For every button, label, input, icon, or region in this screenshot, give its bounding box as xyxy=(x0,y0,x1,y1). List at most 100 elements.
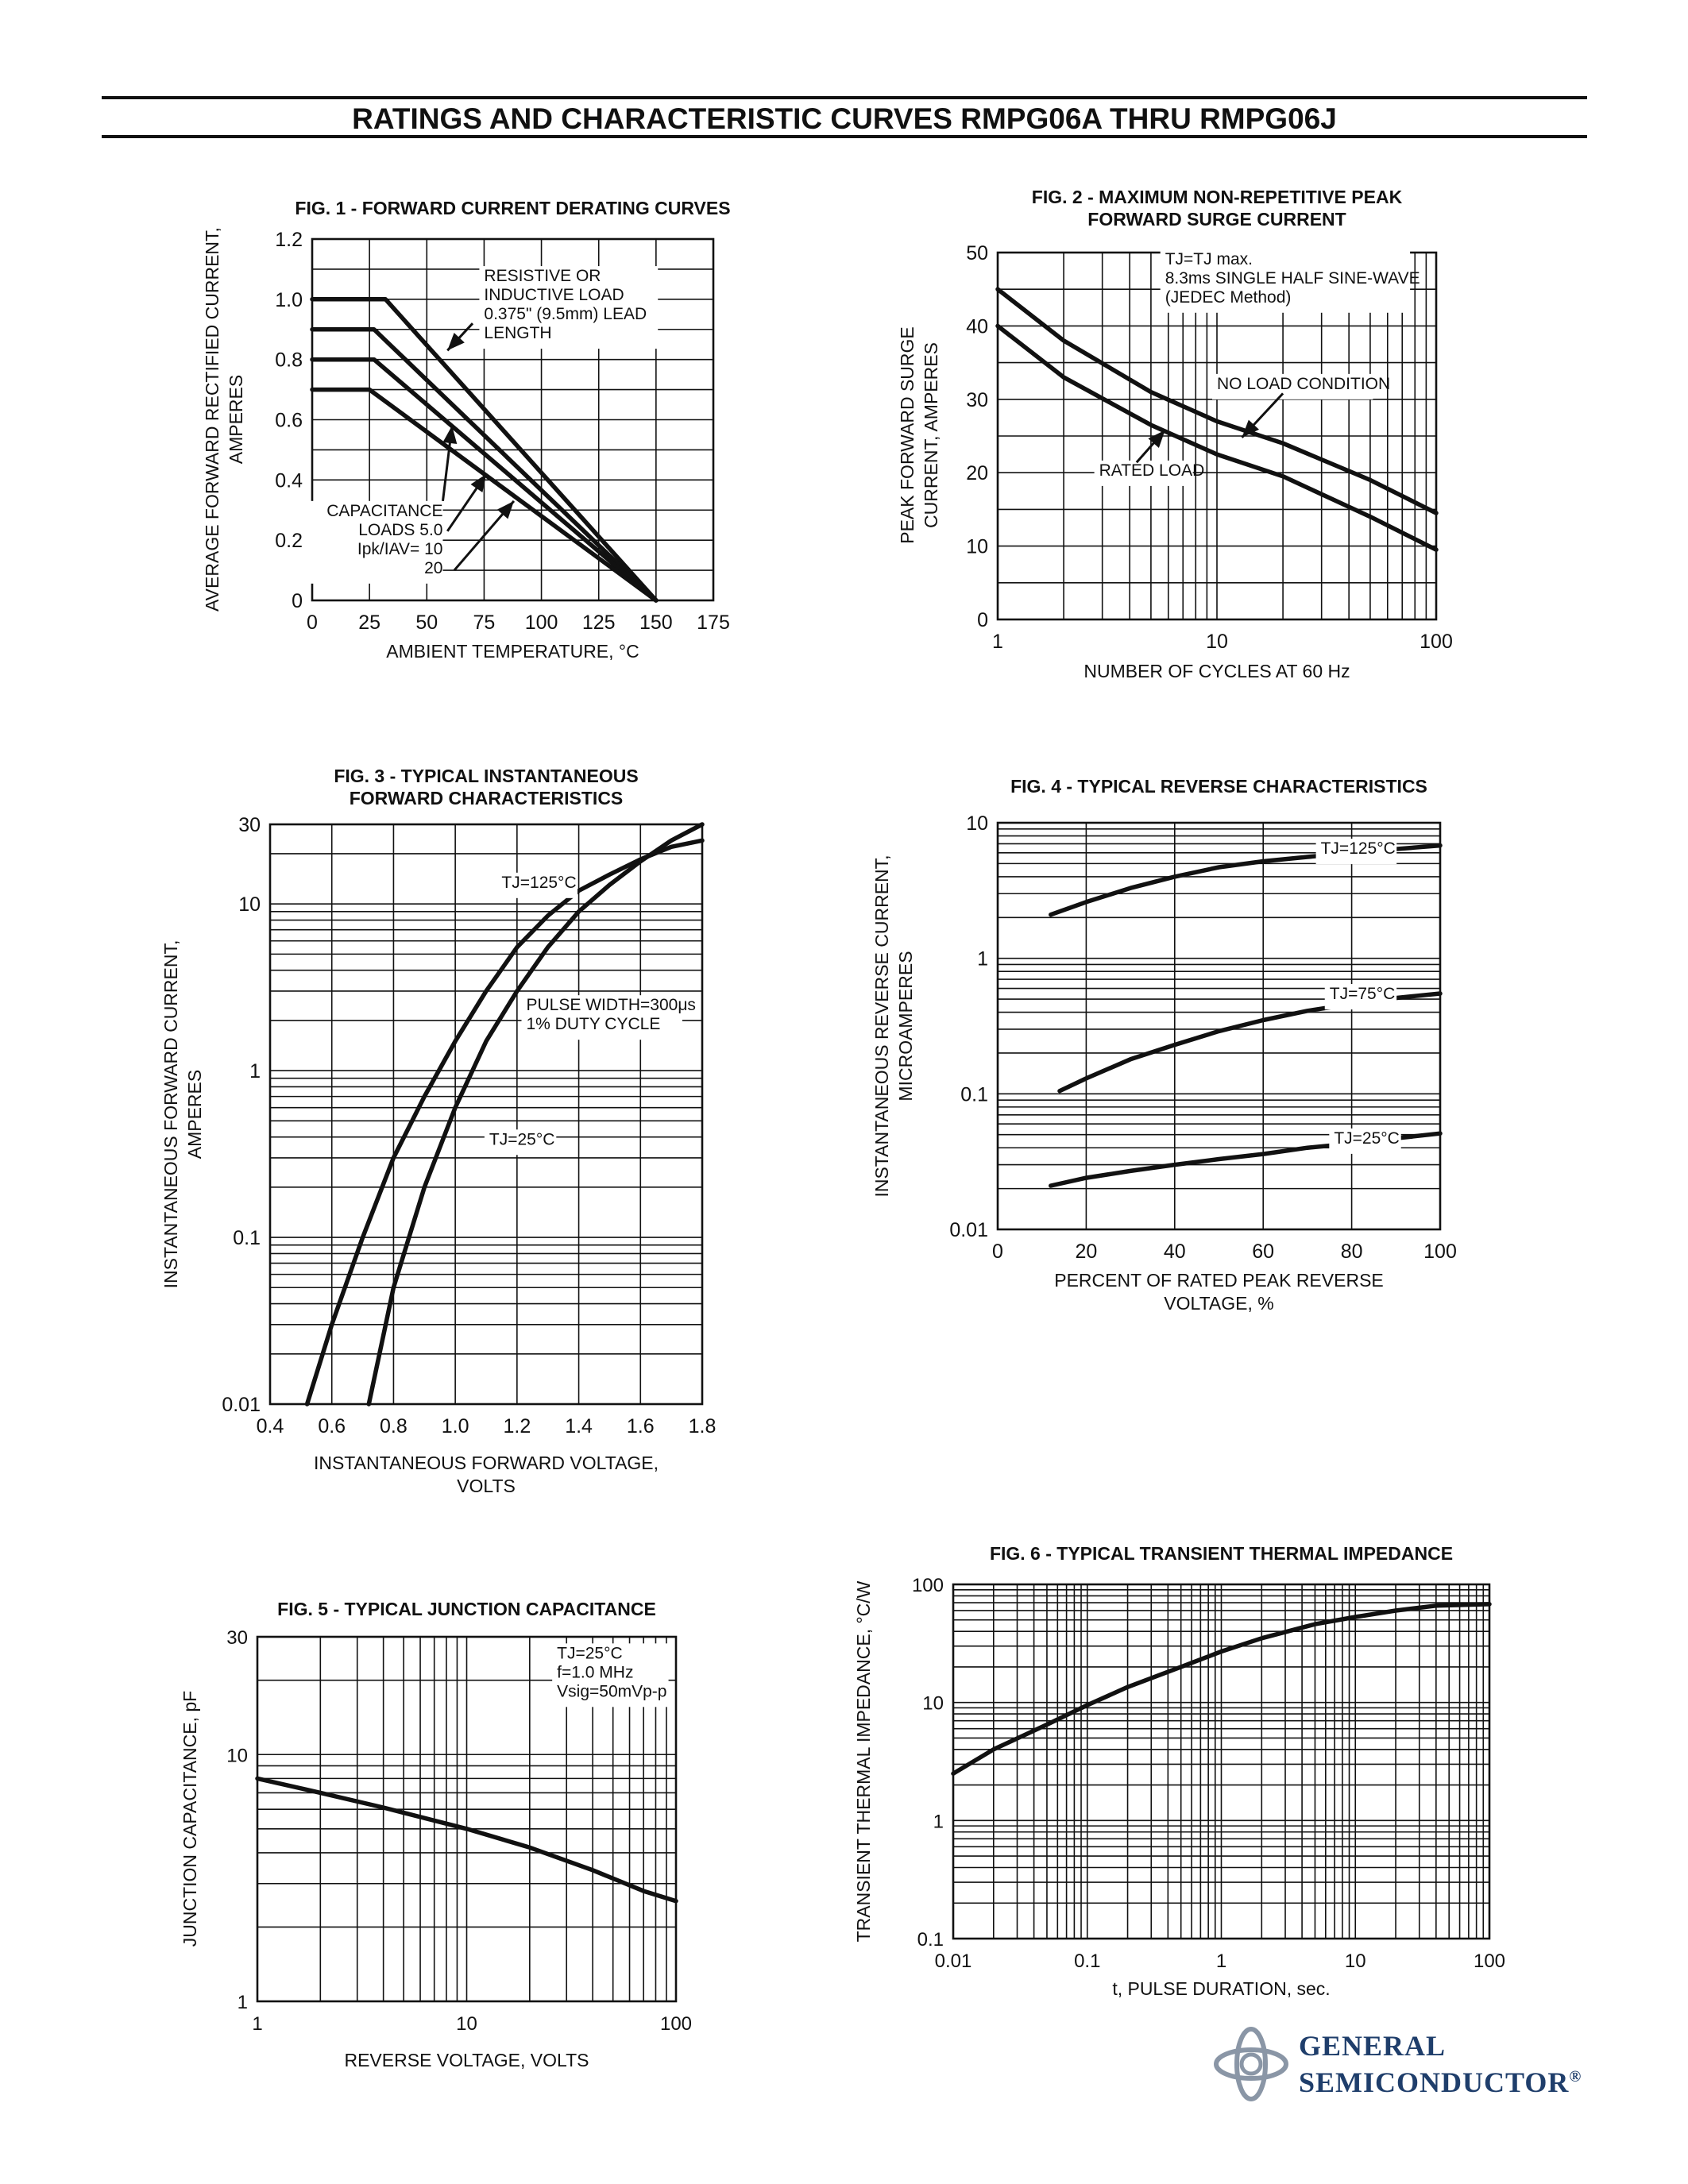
annotation-box xyxy=(1315,839,1397,865)
y-axis-label: MICROAMPERES xyxy=(895,951,916,1101)
title-underline xyxy=(102,135,1587,138)
arrow-head xyxy=(1242,419,1260,438)
y-tick-label: 10 xyxy=(238,893,261,916)
x-tick-label: 1 xyxy=(252,2013,262,2035)
y-tick-label: 1 xyxy=(249,1060,261,1082)
y-tick-label: 30 xyxy=(238,814,261,836)
annotation-text: 8.3ms SINGLE HALF SINE-WAVE xyxy=(1165,269,1420,287)
x-tick-label: 40 xyxy=(1164,1241,1186,1263)
x-tick-label: 1.4 xyxy=(565,1415,593,1437)
y-tick-label: 0.8 xyxy=(275,349,303,372)
chart-title: FIG. 3 - TYPICAL INSTANTANEOUS xyxy=(334,766,638,786)
y-tick-label: 1.2 xyxy=(275,229,303,251)
y-axis-label: INSTANTANEOUS FORWARD CURRENT, xyxy=(160,940,181,1289)
y-tick-label: 0 xyxy=(977,609,988,631)
logo-text-general: GENERAL xyxy=(1299,2030,1447,2062)
y-tick-label: 0.1 xyxy=(233,1227,261,1249)
y-axis-label: INSTANTANEOUS REVERSE CURRENT, xyxy=(871,855,892,1197)
y-tick-label: 1 xyxy=(238,1992,248,2013)
x-tick-label: 175 xyxy=(697,612,730,634)
curve-series-1 xyxy=(304,838,705,1406)
annotation-text: Ipk/IAV= 10 xyxy=(357,540,443,558)
chart-title: FIG. 6 - TYPICAL TRANSIENT THERMAL IMPED… xyxy=(990,1543,1453,1564)
annotation: TJ=TJ max.8.3ms SINGLE HALF SINE-WAVE(JE… xyxy=(1160,249,1420,313)
y-axis-label: PEAK FORWARD SURGE xyxy=(897,326,917,543)
y-tick-label: 10 xyxy=(966,536,988,558)
annotation-text: 0.375" (9.5mm) LEAD xyxy=(484,305,647,323)
annotation-text: TJ=25°C xyxy=(557,1644,623,1662)
x-tick-label: 1 xyxy=(992,631,1003,653)
y-tick-label: 40 xyxy=(966,315,988,338)
curve-series-1 xyxy=(995,287,1439,515)
y-tick-label: 0.01 xyxy=(222,1394,261,1416)
x-tick-label: 75 xyxy=(473,612,496,634)
annotation-text: TJ=TJ max. xyxy=(1165,250,1253,268)
annotation-text: 1% DUTY CYCLE xyxy=(527,1015,661,1033)
logo-mark-icon xyxy=(1214,2027,1288,2101)
annotation-text: TJ=25°C xyxy=(1334,1129,1400,1148)
chart-title: FIG. 4 - TYPICAL REVERSE CHARACTERISTICS xyxy=(1010,776,1427,797)
y-axis-label: AMPERES xyxy=(184,1070,205,1159)
arrow xyxy=(453,500,516,572)
y-tick-label: 0.2 xyxy=(275,530,303,552)
y-tick-label: 0.6 xyxy=(275,410,303,432)
x-tick-label: 100 xyxy=(1423,1241,1457,1263)
arrow-head xyxy=(470,473,487,492)
x-tick-label: 1.2 xyxy=(503,1415,531,1437)
arrow xyxy=(446,473,488,532)
x-axis-label: VOLTAGE, % xyxy=(1164,1293,1273,1314)
y-tick-label: 30 xyxy=(966,389,988,411)
y-axis-label: AMPERES xyxy=(226,375,246,464)
chart-title: FORWARD SURGE CURRENT xyxy=(1087,209,1346,230)
chart-title: FIG. 5 - TYPICAL JUNCTION CAPACITANCE xyxy=(277,1599,656,1619)
x-axis-label: AMBIENT TEMPERATURE, °C xyxy=(386,641,639,662)
x-tick-label: 25 xyxy=(358,612,380,634)
arrow-head xyxy=(496,500,514,519)
annotation-box xyxy=(1212,373,1373,399)
y-tick-label: 0.4 xyxy=(275,469,303,492)
x-axis-label: t, PULSE DURATION, sec. xyxy=(1112,1978,1330,1999)
annotation-box xyxy=(1094,460,1193,486)
y-tick-label: 1 xyxy=(977,948,988,970)
x-tick-label: 1.6 xyxy=(627,1415,655,1437)
annotation-box xyxy=(1329,1128,1401,1154)
x-tick-label: 0 xyxy=(307,612,318,634)
top-rule xyxy=(102,96,1587,99)
x-tick-label: 1.0 xyxy=(442,1415,469,1437)
x-axis-label: INSTANTANEOUS FORWARD VOLTAGE, xyxy=(314,1453,659,1473)
y-tick-label: 20 xyxy=(966,462,988,484)
plot-frame xyxy=(311,237,715,602)
y-tick-label: 0 xyxy=(292,590,303,612)
annotation-box xyxy=(521,995,682,1040)
y-axis-label: CURRENT, AMPERES xyxy=(921,342,941,528)
y-tick-label: 50 xyxy=(966,242,988,264)
x-axis-label: PERCENT OF RATED PEAK REVERSE xyxy=(1054,1270,1384,1291)
x-tick-label: 100 xyxy=(525,612,558,634)
x-tick-label: 50 xyxy=(415,612,438,634)
annotation-box xyxy=(308,500,443,584)
x-axis-label: VOLTS xyxy=(457,1476,516,1496)
plot-frame xyxy=(952,1583,1491,1940)
x-tick-label: 150 xyxy=(639,612,673,634)
y-tick-label: 0.1 xyxy=(917,1929,944,1951)
company-logo: GENERAL SEMICONDUCTOR® xyxy=(1211,2021,1593,2109)
y-tick-label: 30 xyxy=(226,1627,248,1649)
annotation-text: RATED LOAD xyxy=(1099,461,1205,480)
x-tick-label: 10 xyxy=(1206,631,1228,653)
curve-series-1 xyxy=(951,1602,1492,1776)
annotation-box xyxy=(479,266,659,349)
y-tick-label: 1.0 xyxy=(275,289,303,311)
x-tick-label: 0.4 xyxy=(257,1415,284,1437)
y-tick-label: 0.1 xyxy=(960,1083,988,1106)
x-tick-label: 10 xyxy=(456,2013,477,2035)
curve-series-2 xyxy=(366,822,705,1406)
chart-title: FIG. 1 - FORWARD CURRENT DERATING CURVES xyxy=(295,198,730,218)
annotation-text: NO LOAD CONDITION xyxy=(1217,375,1390,393)
plot-frame xyxy=(268,823,704,1406)
curve-series-3 xyxy=(310,357,659,603)
annotation-text: CAPACITANCE xyxy=(326,502,442,520)
annotation-text: LOADS 5.0 xyxy=(358,521,442,539)
